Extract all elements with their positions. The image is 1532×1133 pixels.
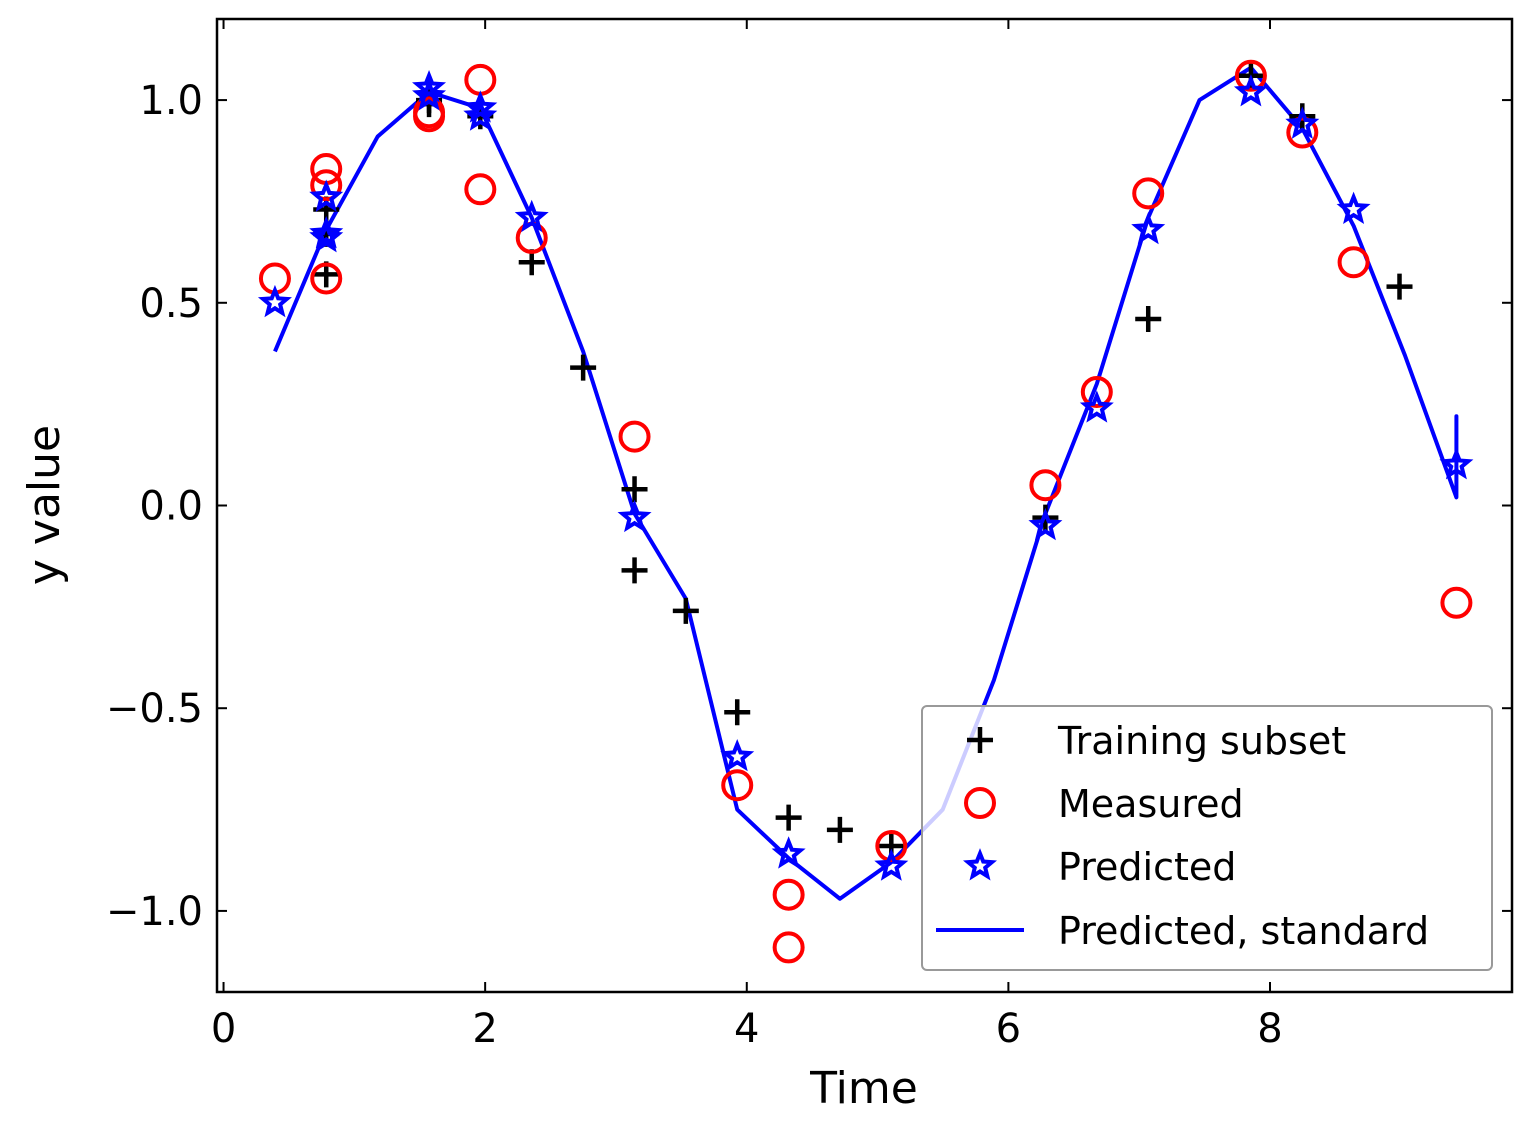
predicted-point bbox=[463, 98, 498, 131]
predicted-point bbox=[309, 216, 344, 249]
training-point bbox=[1386, 273, 1413, 300]
measured-point bbox=[875, 830, 908, 863]
x-tick-label: 6 bbox=[996, 1006, 1021, 1052]
legend-box bbox=[921, 705, 1493, 971]
predicted-point bbox=[617, 499, 652, 533]
legend: Training subset Measured Predicted Predi… bbox=[921, 705, 1493, 971]
predicted-point bbox=[309, 179, 344, 212]
training-point bbox=[775, 804, 802, 831]
predicted-point bbox=[309, 220, 344, 253]
measured-point bbox=[772, 931, 805, 964]
measured-point bbox=[1440, 586, 1473, 619]
x-axis-label: Time bbox=[809, 1063, 918, 1114]
legend-marker-training bbox=[967, 727, 993, 753]
measured-point bbox=[1286, 116, 1319, 149]
training-point bbox=[672, 597, 699, 624]
y-tick-label: −1.0 bbox=[106, 889, 203, 935]
legend-label-predicted: Predicted bbox=[1058, 845, 1236, 889]
legend-marker-predicted bbox=[963, 848, 997, 881]
measured-point bbox=[310, 153, 343, 186]
predicted-point bbox=[1285, 106, 1320, 139]
measured-point-group bbox=[258, 59, 1473, 964]
measured-point bbox=[721, 769, 754, 802]
measured-point bbox=[464, 173, 497, 206]
predicted-point bbox=[412, 78, 447, 111]
legend-markers bbox=[936, 727, 1024, 932]
measured-point bbox=[1132, 177, 1165, 210]
predicted-point bbox=[1336, 191, 1371, 225]
y-tick-label: 1.0 bbox=[139, 78, 203, 124]
measured-point bbox=[464, 63, 497, 96]
training-point bbox=[570, 354, 597, 381]
measured-point bbox=[310, 262, 343, 295]
predicted-point bbox=[771, 836, 806, 869]
legend-label-measured: Measured bbox=[1058, 782, 1244, 826]
predicted-point bbox=[720, 738, 755, 772]
measured-point bbox=[618, 420, 651, 453]
predicted-point bbox=[1079, 390, 1114, 423]
y-tick-label: −0.5 bbox=[106, 686, 203, 732]
x-tick-label: 0 bbox=[211, 1006, 236, 1052]
measured-point bbox=[1337, 246, 1370, 279]
training-point bbox=[826, 816, 853, 843]
ticks-layer: 0 2 4 6 8 1.0 0.5 0.0 −0.5 −1.0 bbox=[106, 19, 1512, 1052]
y-tick-label: 0.0 bbox=[139, 484, 203, 530]
training-point bbox=[724, 699, 751, 726]
predicted-point bbox=[1131, 211, 1166, 245]
training-point bbox=[621, 557, 648, 584]
measured-point bbox=[310, 169, 343, 202]
legend-marker-measured bbox=[964, 787, 996, 819]
training-point bbox=[1135, 306, 1162, 333]
predicted-point bbox=[463, 90, 498, 123]
predicted-point bbox=[1028, 507, 1063, 541]
legend-label-training: Training subset bbox=[1057, 719, 1346, 763]
predicted-point-group bbox=[257, 70, 1474, 881]
predicted-point bbox=[1439, 447, 1474, 480]
series-layer bbox=[257, 59, 1474, 964]
measured-point bbox=[1029, 469, 1062, 502]
predicted-point bbox=[514, 199, 549, 233]
predicted-point bbox=[1233, 74, 1268, 107]
x-tick-label: 8 bbox=[1257, 1006, 1282, 1052]
predicted-point bbox=[257, 284, 292, 318]
measured-point bbox=[772, 878, 805, 911]
measured-point bbox=[1234, 59, 1267, 92]
y-tick-label: 0.5 bbox=[139, 281, 203, 327]
y-axis-label: y value bbox=[19, 425, 70, 585]
x-tick-label: 2 bbox=[472, 1006, 497, 1052]
training-point bbox=[621, 476, 648, 503]
measured-point bbox=[1080, 375, 1113, 408]
predicted-point bbox=[412, 70, 447, 103]
legend-label-predicted-standard: Predicted, standard bbox=[1058, 909, 1429, 953]
predicted-point bbox=[874, 848, 909, 881]
x-tick-label: 4 bbox=[734, 1006, 759, 1052]
